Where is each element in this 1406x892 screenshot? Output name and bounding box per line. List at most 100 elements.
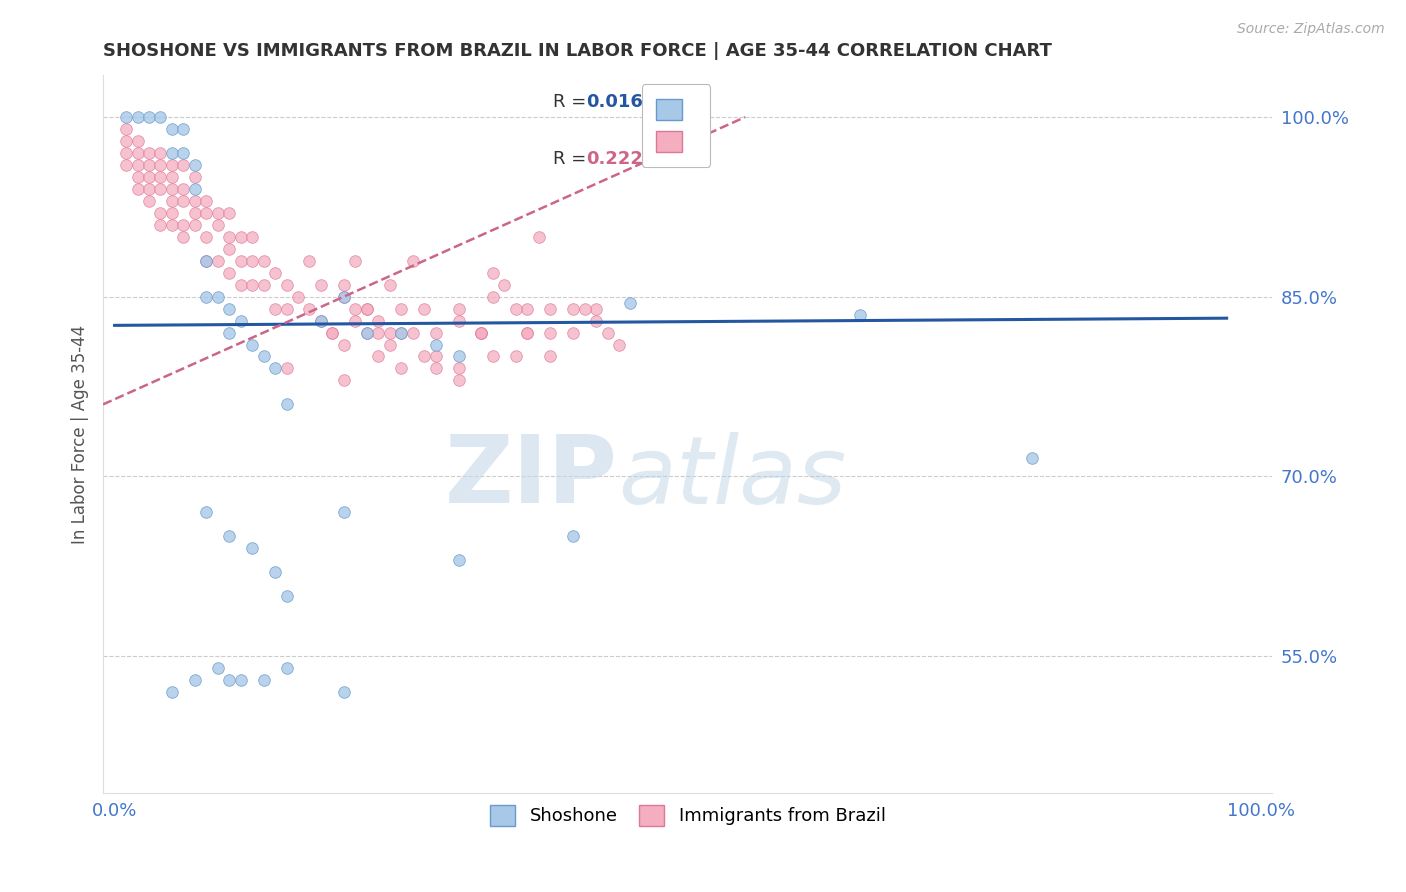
Point bbox=[184, 194, 207, 208]
Point bbox=[264, 361, 287, 376]
Point bbox=[298, 253, 321, 268]
Point bbox=[425, 337, 447, 351]
Text: N =: N = bbox=[631, 150, 689, 168]
Point bbox=[389, 326, 412, 340]
Point bbox=[276, 361, 298, 376]
Point bbox=[127, 146, 149, 161]
Point bbox=[276, 301, 298, 316]
Point bbox=[229, 229, 252, 244]
Point bbox=[229, 253, 252, 268]
Point bbox=[402, 253, 425, 268]
Point bbox=[218, 206, 240, 220]
Point bbox=[184, 158, 207, 172]
Point bbox=[115, 122, 138, 136]
Point bbox=[240, 253, 263, 268]
Point bbox=[160, 684, 183, 698]
Point bbox=[218, 529, 240, 543]
Point bbox=[138, 110, 160, 124]
Point bbox=[115, 134, 138, 148]
Point bbox=[505, 301, 527, 316]
Point bbox=[389, 301, 412, 316]
Point bbox=[172, 122, 194, 136]
Point bbox=[389, 326, 412, 340]
Point bbox=[378, 337, 401, 351]
Point bbox=[1021, 451, 1043, 466]
Point bbox=[527, 229, 550, 244]
Point bbox=[207, 206, 229, 220]
Point bbox=[276, 277, 298, 292]
Point bbox=[184, 169, 207, 184]
Point bbox=[562, 529, 585, 543]
Point bbox=[378, 277, 401, 292]
Text: atlas: atlas bbox=[617, 432, 846, 523]
Point bbox=[253, 277, 276, 292]
Point bbox=[207, 661, 229, 675]
Point bbox=[127, 182, 149, 196]
Point bbox=[333, 290, 356, 304]
Point bbox=[367, 313, 389, 327]
Point bbox=[184, 673, 207, 687]
Point bbox=[849, 308, 872, 322]
Point bbox=[207, 253, 229, 268]
Point bbox=[356, 301, 378, 316]
Point bbox=[482, 350, 505, 364]
Point bbox=[505, 350, 527, 364]
Point bbox=[195, 253, 218, 268]
Point bbox=[195, 229, 218, 244]
Point bbox=[425, 326, 447, 340]
Point bbox=[321, 326, 343, 340]
Point bbox=[574, 301, 596, 316]
Point bbox=[240, 541, 263, 555]
Point bbox=[160, 194, 183, 208]
Point bbox=[160, 218, 183, 232]
Text: 0.016: 0.016 bbox=[586, 94, 643, 112]
Point bbox=[115, 146, 138, 161]
Point bbox=[195, 505, 218, 519]
Point bbox=[276, 589, 298, 603]
Point bbox=[149, 218, 172, 232]
Point bbox=[447, 553, 470, 567]
Point bbox=[356, 301, 378, 316]
Point bbox=[138, 194, 160, 208]
Point bbox=[356, 326, 378, 340]
Point bbox=[447, 361, 470, 376]
Point bbox=[172, 218, 194, 232]
Point bbox=[172, 146, 194, 161]
Point bbox=[538, 326, 561, 340]
Point bbox=[367, 326, 389, 340]
Text: N =: N = bbox=[631, 94, 689, 112]
Point bbox=[253, 350, 276, 364]
Point bbox=[470, 326, 492, 340]
Point bbox=[447, 301, 470, 316]
Point bbox=[367, 350, 389, 364]
Point bbox=[309, 313, 332, 327]
Point bbox=[276, 397, 298, 411]
Point bbox=[402, 326, 425, 340]
Point bbox=[149, 206, 172, 220]
Point bbox=[585, 301, 607, 316]
Point bbox=[538, 350, 561, 364]
Point bbox=[160, 158, 183, 172]
Text: R =: R = bbox=[554, 94, 592, 112]
Point bbox=[253, 673, 276, 687]
Point bbox=[413, 350, 436, 364]
Point bbox=[240, 277, 263, 292]
Point bbox=[229, 313, 252, 327]
Point bbox=[149, 182, 172, 196]
Point bbox=[333, 337, 356, 351]
Point bbox=[516, 326, 538, 340]
Point bbox=[160, 146, 183, 161]
Text: 37: 37 bbox=[672, 94, 697, 112]
Point bbox=[562, 301, 585, 316]
Point bbox=[218, 229, 240, 244]
Point bbox=[229, 673, 252, 687]
Point bbox=[516, 326, 538, 340]
Point bbox=[184, 182, 207, 196]
Point bbox=[585, 313, 607, 327]
Point bbox=[333, 505, 356, 519]
Legend: Shoshone, Immigrants from Brazil: Shoshone, Immigrants from Brazil bbox=[481, 796, 894, 835]
Point bbox=[264, 266, 287, 280]
Point bbox=[184, 206, 207, 220]
Point bbox=[619, 295, 641, 310]
Point bbox=[309, 313, 332, 327]
